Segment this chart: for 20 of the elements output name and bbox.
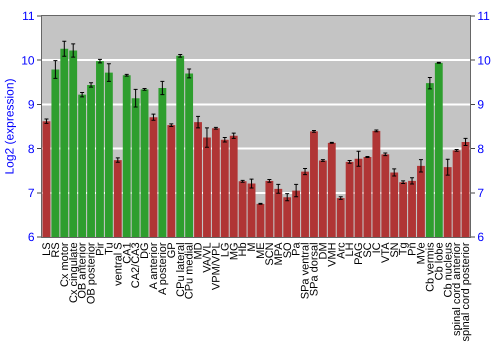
x-tick-label: RS	[50, 242, 62, 258]
x-tick-label: Cb lobe	[433, 242, 446, 280]
y-tick-label: 9	[28, 98, 35, 112]
y-tick-label: 7	[28, 186, 35, 200]
y2-tick-label: 8	[477, 142, 484, 156]
x-tick-label: spinal cord posterior	[460, 242, 472, 342]
y2-tick-label: 6	[477, 230, 484, 244]
y-axis-title: Log2 (expression)	[2, 78, 17, 175]
y-tick-label: 8	[28, 142, 35, 156]
y-tick-label: 11	[22, 9, 35, 24]
x-tick-label: Tg	[398, 242, 410, 256]
x-tick-label: SCN	[264, 242, 276, 266]
x-tick-label: OB posterior	[86, 242, 98, 304]
y2-tick-label: 9	[477, 98, 484, 112]
y-tick-label: 10	[21, 53, 35, 68]
y2-tick-label: 10	[477, 53, 492, 68]
y2-tick-label: 7	[477, 186, 484, 200]
x-tick-label: IC	[370, 242, 383, 254]
y-tick-label: 6	[28, 230, 35, 244]
y2-tick-label: 11	[477, 9, 490, 24]
